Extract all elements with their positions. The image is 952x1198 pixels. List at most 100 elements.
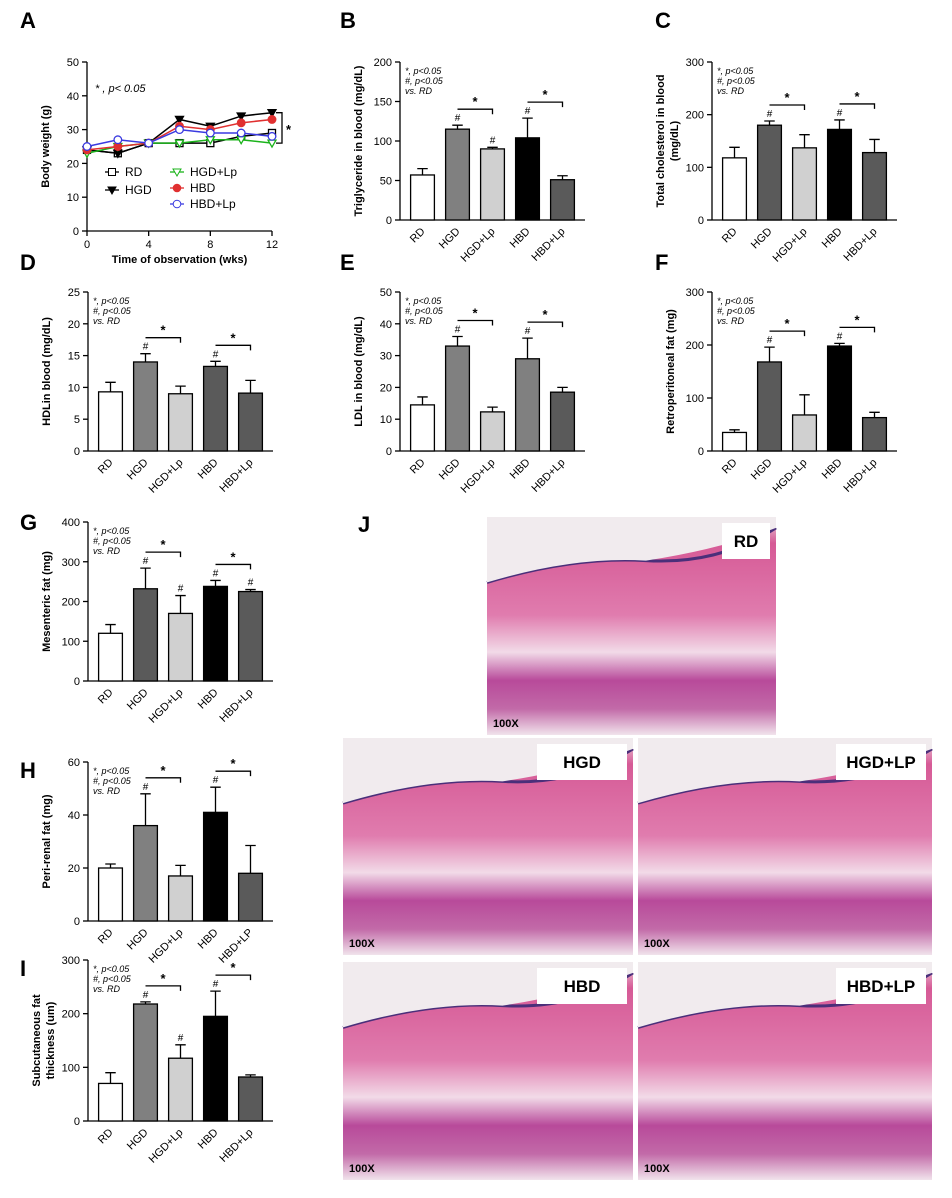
panel-letter: A bbox=[20, 8, 36, 33]
x-tick-label: RD bbox=[720, 457, 740, 477]
x-tick-label: 4 bbox=[146, 239, 152, 251]
x-tick-label: RD bbox=[96, 927, 116, 947]
x-tick-label: 12 bbox=[266, 239, 278, 251]
x-tick-label: HBD+Lp bbox=[218, 687, 256, 725]
bar bbox=[791, 414, 818, 452]
legend-label: RD bbox=[125, 165, 143, 179]
y-tick-label: 200 bbox=[686, 340, 704, 352]
y-tick-label: 20 bbox=[68, 319, 80, 331]
bracket bbox=[145, 337, 182, 343]
bracket bbox=[215, 770, 252, 777]
bar bbox=[514, 137, 541, 221]
y-tick-label: 300 bbox=[686, 287, 704, 299]
bar bbox=[444, 128, 471, 221]
bracket-label: * bbox=[784, 316, 790, 331]
legend-marker bbox=[172, 199, 182, 209]
legend-label: HGD bbox=[125, 183, 152, 197]
x-tick-label: HBD bbox=[508, 226, 533, 251]
bar bbox=[202, 585, 229, 682]
x-tick-label: HBD bbox=[820, 226, 845, 251]
y-tick-label: 10 bbox=[67, 192, 79, 204]
panel-letter: I bbox=[20, 956, 26, 981]
bracket bbox=[457, 108, 494, 115]
y-tick-label: 50 bbox=[67, 57, 79, 69]
significance-mark: # bbox=[213, 568, 219, 579]
image-label: HGD bbox=[563, 753, 601, 772]
bar bbox=[237, 392, 264, 452]
note: *, p<0.05 bbox=[93, 526, 130, 536]
image-label: HBD+LP bbox=[847, 977, 915, 996]
legend-marker bbox=[107, 186, 117, 196]
bar bbox=[167, 1057, 194, 1122]
bar bbox=[861, 416, 888, 452]
y-tick-label: 100 bbox=[62, 1062, 80, 1074]
bracket-label: * bbox=[472, 306, 478, 321]
y-tick-label: 300 bbox=[62, 955, 80, 967]
point bbox=[205, 128, 215, 138]
significance-mark: # bbox=[143, 782, 149, 793]
image-label: HBD bbox=[564, 977, 601, 996]
panel-letter: G bbox=[20, 510, 37, 535]
y-axis-label: Total cholesterol in blood bbox=[655, 74, 667, 207]
label-box bbox=[722, 523, 770, 559]
x-tick-label: HGD+Lp bbox=[147, 687, 186, 726]
error-bar bbox=[417, 168, 428, 175]
error-bar bbox=[245, 1074, 256, 1077]
bar bbox=[549, 391, 576, 452]
y-tick-label: 0 bbox=[698, 446, 704, 458]
significance-mark: # bbox=[525, 106, 531, 117]
x-tick-label: 8 bbox=[207, 239, 213, 251]
x-tick-label: HGD bbox=[749, 457, 775, 483]
note: vs. RD bbox=[405, 316, 433, 326]
magnification: 100X bbox=[493, 718, 519, 730]
y-axis-label: Triglyceride in blood (mg/dL) bbox=[353, 65, 365, 216]
significance-mark: # bbox=[178, 1033, 184, 1044]
bar bbox=[479, 148, 506, 221]
legend-marker bbox=[108, 168, 116, 176]
magnification: 100X bbox=[349, 1163, 375, 1175]
error-bar bbox=[140, 353, 151, 362]
bar bbox=[167, 393, 194, 452]
error-bar bbox=[245, 588, 256, 592]
error-bar bbox=[210, 579, 221, 587]
error-bar bbox=[140, 567, 151, 589]
point bbox=[144, 138, 154, 148]
bracket bbox=[839, 103, 876, 109]
legend-marker bbox=[172, 183, 182, 193]
histology-image: HBD 100X bbox=[342, 962, 634, 1180]
bracket bbox=[527, 101, 564, 108]
y-tick-label: 30 bbox=[67, 125, 79, 137]
bar bbox=[514, 358, 541, 452]
x-tick-label: RD bbox=[96, 687, 116, 707]
x-tick-label: HGD bbox=[749, 226, 775, 252]
significance-mark: # bbox=[837, 331, 843, 342]
error-bar bbox=[417, 396, 428, 405]
significance-mark: # bbox=[767, 335, 773, 346]
note: *, p<0.05 bbox=[405, 296, 442, 306]
y-tick-label: 60 bbox=[68, 757, 80, 769]
point bbox=[236, 112, 247, 122]
error-bar bbox=[175, 594, 186, 614]
label-box bbox=[537, 968, 627, 1004]
y-tick-label: 100 bbox=[686, 393, 704, 405]
bracket bbox=[527, 321, 564, 328]
x-tick-label: HBD+Lp bbox=[530, 226, 568, 264]
magnification: 100X bbox=[644, 938, 670, 950]
y-tick-label: 10 bbox=[68, 382, 80, 394]
significance-mark: # bbox=[178, 584, 184, 595]
image-label: HGD+LP bbox=[846, 753, 915, 772]
significance-mark: # bbox=[213, 979, 219, 990]
label-box bbox=[836, 968, 926, 1004]
significance-mark: # bbox=[143, 342, 149, 353]
note: *, p<0.05 bbox=[93, 964, 130, 974]
y-tick-label: 100 bbox=[374, 136, 392, 148]
error-bar bbox=[105, 381, 116, 392]
bracket bbox=[215, 344, 252, 351]
y-tick-label: 100 bbox=[686, 162, 704, 174]
bar bbox=[549, 179, 576, 221]
x-axis-label: Time of observation (wks) bbox=[112, 254, 248, 266]
note: vs. RD bbox=[93, 546, 121, 556]
bar bbox=[826, 128, 853, 221]
x-tick-label: HGD bbox=[125, 687, 151, 713]
